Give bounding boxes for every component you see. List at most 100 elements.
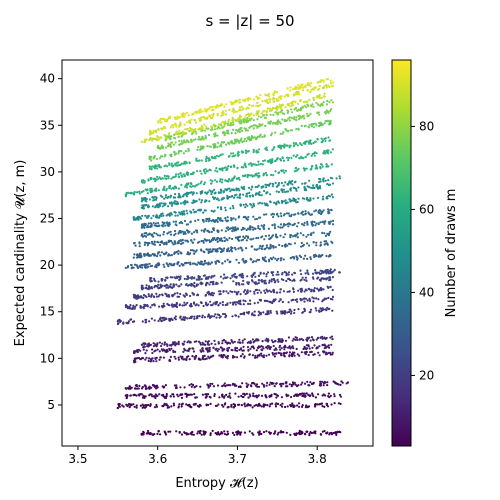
data-point [150,217,153,220]
data-point [194,229,197,232]
data-point [327,165,330,168]
data-point [189,249,193,252]
data-point [223,348,226,351]
data-point [335,431,338,434]
data-point [221,312,225,316]
data-point [325,346,328,349]
data-point [272,93,275,96]
data-point [240,239,243,242]
data-point [208,349,211,352]
data-point [139,404,142,407]
data-point [266,184,269,187]
data-point [231,227,234,230]
data-point [246,117,249,120]
data-point [240,431,243,434]
data-point [242,303,245,306]
data-point [193,317,196,320]
data-point [252,273,255,276]
data-point [245,260,248,263]
data-point [220,207,223,211]
data-point [255,288,259,291]
data-point [277,338,280,341]
data-point [161,177,164,180]
data-point [238,106,241,109]
data-point [276,105,279,108]
data-point [239,273,242,276]
data-point [325,197,328,200]
data-point [151,304,154,307]
data-point [303,117,306,120]
data-point [296,86,299,89]
data-point [197,183,200,186]
data-point [181,222,184,225]
data-point [204,200,207,203]
data-point [153,241,156,244]
data-point [253,136,257,139]
data-point [306,114,309,118]
data-point [241,349,244,352]
data-point [252,347,256,350]
data-point [311,152,314,156]
data-point [223,354,226,357]
data-point [262,185,265,188]
data-point [282,311,285,314]
data-point [183,358,186,361]
data-point [193,393,196,396]
data-point [291,402,294,405]
data-point [239,246,242,249]
data-point [311,346,314,349]
data-point [254,227,257,230]
data-point [167,231,170,234]
data-point [161,342,164,345]
data-point [287,242,291,245]
data-point [163,305,166,308]
data-point [181,238,184,242]
data-point [132,403,135,406]
data-point [278,346,281,349]
data-point [139,304,142,308]
data-point [179,121,182,124]
data-point [176,292,179,295]
data-point [177,340,180,343]
data-point [255,104,258,107]
data-point [182,212,185,215]
data-point [154,198,158,201]
data-point [331,177,334,180]
data-point [292,337,295,340]
data-point [258,258,261,262]
data-point [243,338,246,341]
data-point [201,341,204,344]
data-point [164,384,167,387]
data-point [181,402,184,405]
data-point [211,108,214,111]
data-point [253,314,256,317]
data-point [265,174,268,177]
data-point [200,124,203,127]
data-point [329,394,332,397]
data-point [275,259,279,262]
data-point [186,212,189,215]
y-tick-label: 40 [40,72,55,86]
data-point [273,355,276,358]
data-point [321,220,324,224]
data-point [128,386,131,389]
data-point [265,244,268,247]
data-point [312,277,315,280]
data-point [142,307,145,310]
data-point [151,433,154,436]
data-point [282,258,285,261]
data-point [271,98,274,101]
data-point [156,394,159,397]
data-point [150,277,153,280]
data-point [222,384,225,387]
data-point [238,128,241,131]
data-point [264,291,267,294]
data-point [166,224,169,227]
data-point [274,233,278,236]
y-tick-label: 25 [40,212,55,226]
data-point [310,154,313,157]
data-point [245,195,248,198]
data-point [292,235,295,238]
data-point [165,286,168,289]
data-point [211,275,214,278]
